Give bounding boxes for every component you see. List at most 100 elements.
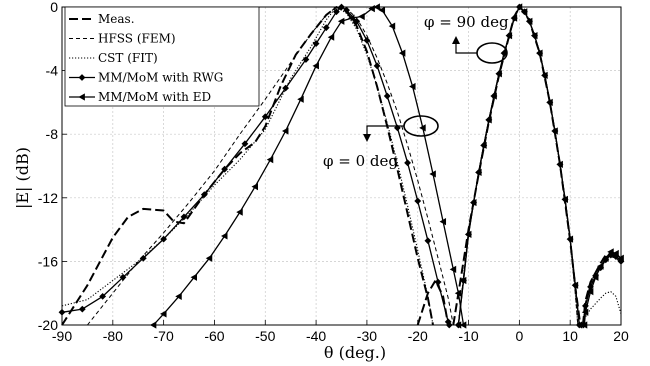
- series-3-marker: [241, 140, 249, 148]
- series-4-marker: [586, 288, 594, 296]
- annotation-phi-0: φ = 0 deg: [323, 152, 398, 170]
- series-3-marker: [200, 191, 208, 199]
- x-tick-label: -60: [204, 328, 224, 344]
- series-4-marker: [520, 8, 528, 16]
- series-4-marker: [571, 281, 579, 289]
- annotation-arrow-phi90: [455, 43, 477, 54]
- series-4-marker: [388, 22, 396, 30]
- series-4-marker: [525, 17, 533, 25]
- series-3-marker: [343, 6, 350, 14]
- x-axis-label: θ (deg.): [324, 343, 386, 362]
- series-4-marker: [485, 116, 492, 124]
- legend: Meas. HFSS (FEM) CST (FIT) MM/MoM with RWG M…: [64, 6, 260, 107]
- x-tick-label: -30: [357, 328, 377, 344]
- series-3-marker: [312, 40, 320, 47]
- annotations: φ = 90 deg φ = 0 deg: [323, 13, 509, 170]
- series-4-marker: [475, 168, 482, 176]
- series-4-marker: [459, 276, 467, 285]
- x-tick-label: -90: [52, 328, 72, 344]
- series-4-marker: [464, 230, 472, 238]
- x-tick-label: -20: [408, 328, 428, 344]
- series-3-marker: [78, 305, 86, 313]
- series-3-marker: [261, 113, 269, 121]
- x-tick-label: -80: [103, 328, 123, 344]
- series-4-marker: [597, 262, 604, 270]
- series-3-marker: [282, 84, 289, 92]
- series-4-marker: [602, 254, 609, 262]
- series-4-marker: [358, 12, 365, 21]
- series-4-marker: [454, 289, 462, 297]
- annotation-arrowhead-phi90: [452, 36, 460, 44]
- series-3-marker: [424, 237, 432, 245]
- x-tick-label: 20: [613, 328, 629, 344]
- x-tick-label: -70: [154, 328, 174, 344]
- series-4-marker: [282, 127, 289, 135]
- series-4-marker: [581, 308, 589, 316]
- series-4-marker: [556, 160, 563, 169]
- y-tick-label: -16: [38, 253, 58, 269]
- series-4-marker: [221, 232, 228, 240]
- legend-label: HFSS (FEM): [98, 32, 176, 46]
- legend-box: [64, 6, 260, 107]
- series-4-marker: [612, 249, 619, 258]
- series-4-marker: [312, 62, 319, 70]
- annotation-arrowhead-phi0: [363, 134, 371, 142]
- y-tick-label: 0: [50, 0, 58, 15]
- y-tick-label: -8: [46, 126, 59, 142]
- legend-label: Meas.: [98, 12, 135, 26]
- series-4-marker: [251, 183, 258, 191]
- x-tick-label: -50: [255, 328, 275, 344]
- series-3-marker: [139, 254, 147, 262]
- series-3-marker: [99, 292, 107, 300]
- series-4-marker: [205, 254, 213, 262]
- x-tick-label: -40: [306, 328, 326, 344]
- series-3-marker: [587, 283, 594, 291]
- legend-label: MM/MoM with RWG: [98, 71, 223, 85]
- series-4-marker: [541, 71, 548, 79]
- annotation-phi-90: φ = 90 deg: [424, 13, 509, 31]
- series-4-marker: [190, 273, 198, 281]
- series-4-marker: [470, 198, 477, 207]
- series-4-marker: [566, 235, 574, 243]
- x-axis-ticks: -90 -80 -70 -60 -50 -40 -30 -20 -10 0 10 20: [52, 320, 629, 344]
- y-axis-ticks: -20 -16 -12 -8 -4 0: [38, 0, 67, 333]
- series-4-marker: [449, 265, 457, 273]
- series-4-marker: [439, 218, 447, 226]
- series-3-marker: [434, 278, 442, 286]
- series-4-marker: [607, 248, 614, 256]
- series-4-marker: [236, 208, 243, 216]
- series-4-marker: [327, 33, 335, 41]
- x-tick-label: 10: [562, 328, 578, 344]
- series-3-marker: [221, 165, 229, 173]
- series-0-phi0-line: [61, 6, 434, 326]
- series-4-marker: [175, 292, 182, 300]
- series-4-marker: [505, 32, 513, 40]
- legend-marker: [78, 74, 86, 81]
- series-3-marker: [373, 62, 381, 70]
- series-3-marker: [363, 36, 371, 44]
- plot-frame: [61, 6, 622, 326]
- series-4-marker: [536, 49, 543, 57]
- y-tick-label: -20: [38, 317, 58, 333]
- series-3-marker: [160, 235, 168, 243]
- x-tick-label: 0: [515, 328, 523, 344]
- series-4-marker: [546, 98, 553, 106]
- legend-label: CST (FIT): [98, 51, 158, 65]
- series-3-marker: [383, 92, 391, 100]
- series-3-marker: [414, 197, 422, 205]
- series-4-marker: [510, 14, 518, 22]
- y-axis-label: |E| (dB): [13, 147, 32, 209]
- series-3-marker: [302, 56, 310, 63]
- series-3-marker: [582, 302, 589, 310]
- series-4-marker: [348, 14, 355, 22]
- annotation-arrow-phi0: [366, 125, 404, 136]
- series-3-marker: [404, 159, 411, 167]
- series-4-marker: [398, 49, 406, 57]
- series-4-marker: [490, 92, 497, 100]
- series-4-marker: [591, 273, 599, 281]
- series-4-marker: [480, 141, 487, 149]
- series-4-marker: [500, 49, 507, 57]
- series-4-marker: [297, 95, 304, 103]
- x-tick-label: -10: [458, 328, 478, 344]
